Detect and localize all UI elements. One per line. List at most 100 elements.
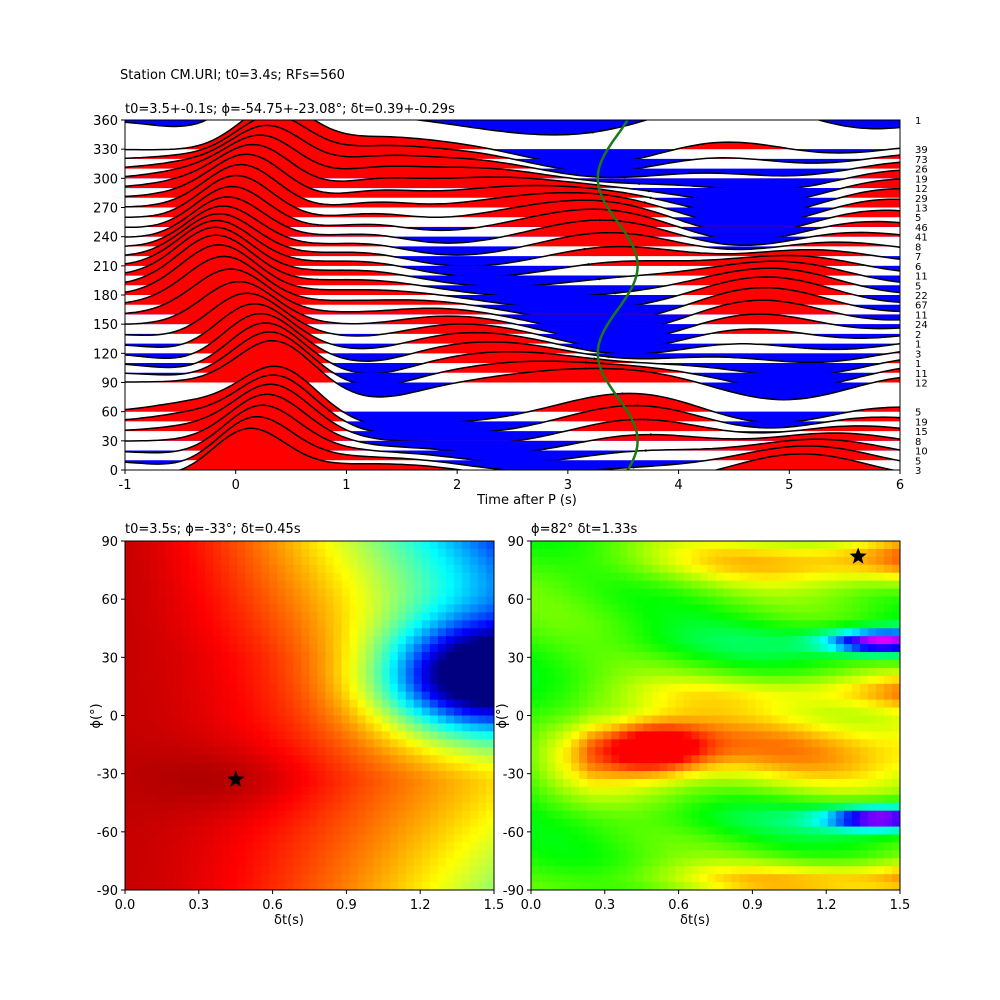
grid-left-cell bbox=[349, 636, 359, 645]
grid-left-cell bbox=[253, 691, 262, 701]
grid-left-cell bbox=[301, 858, 311, 867]
grid-left-cell bbox=[429, 556, 439, 566]
grid-left-cell bbox=[165, 612, 174, 621]
grid-right-cell bbox=[611, 691, 620, 701]
grid-left-cell bbox=[485, 763, 494, 772]
grid-left-cell bbox=[357, 588, 367, 598]
grid-left-ytick-label: 0 bbox=[110, 710, 118, 725]
grid-left-cell bbox=[173, 794, 182, 804]
grid-right-cell bbox=[667, 715, 676, 725]
grid-left-cell bbox=[197, 810, 206, 820]
grid-right-cell bbox=[531, 858, 540, 867]
grid-right-cell bbox=[707, 763, 717, 772]
grid-left-cell bbox=[205, 715, 214, 725]
grid-left-cell bbox=[421, 786, 431, 796]
grid-right-cell bbox=[835, 628, 845, 637]
grid-left-cell bbox=[477, 802, 487, 812]
grid-right-cell bbox=[731, 778, 741, 788]
grid-left-cell bbox=[149, 818, 158, 828]
grid-left-cell bbox=[341, 675, 351, 685]
grid-left-cell bbox=[285, 778, 295, 788]
grid-left-cell bbox=[213, 699, 222, 709]
grid-right-cell bbox=[763, 541, 773, 550]
grid-left-cell bbox=[357, 874, 367, 883]
grid-right-cell bbox=[771, 604, 781, 613]
grid-right-cell bbox=[755, 731, 765, 740]
grid-left-cell bbox=[485, 874, 494, 883]
grid-right-cell bbox=[531, 652, 540, 661]
grid-right-cell bbox=[779, 842, 789, 851]
grid-right-cell bbox=[803, 874, 813, 883]
grid-right-cell bbox=[739, 834, 749, 844]
grid-left-cell bbox=[141, 731, 150, 740]
grid-right-cell bbox=[579, 810, 588, 820]
grid-left-cell bbox=[405, 572, 415, 582]
grid-right-cell bbox=[547, 858, 556, 867]
grid-left-ytick-label: -60 bbox=[97, 826, 118, 841]
grid-left-cell bbox=[189, 834, 198, 844]
grid-right-cell bbox=[779, 604, 789, 613]
rf-trace-baz-310 bbox=[125, 124, 900, 179]
grid-right-cell bbox=[859, 834, 869, 844]
grid-left-cell bbox=[453, 810, 463, 820]
grid-left-cell bbox=[197, 548, 206, 558]
grid-right-cell bbox=[691, 715, 701, 725]
rf-count-label: 12 bbox=[915, 379, 928, 390]
grid-left-cell bbox=[485, 580, 494, 590]
grid-left-cell bbox=[245, 612, 254, 621]
grid-left-cell bbox=[133, 667, 142, 677]
grid-right-cell bbox=[699, 691, 709, 701]
grid-right-cell bbox=[843, 771, 853, 780]
grid-right-cell bbox=[731, 850, 741, 859]
grid-right-cell bbox=[747, 747, 757, 756]
grid-left-cell bbox=[301, 628, 311, 637]
grid-left-cell bbox=[197, 683, 206, 693]
grid-right-cell bbox=[715, 683, 725, 693]
grid-left-cell bbox=[341, 842, 351, 851]
grid-right-cell bbox=[659, 707, 668, 717]
grid-left-cell bbox=[381, 739, 391, 748]
grid-left-cell bbox=[325, 548, 335, 558]
grid-left-cell bbox=[253, 818, 262, 828]
rf-ytick-label: 270 bbox=[93, 202, 118, 217]
grid-right-cell bbox=[843, 644, 853, 653]
grid-right-cell bbox=[843, 636, 853, 645]
grid-left-cell bbox=[381, 747, 391, 756]
grid-left-cell bbox=[269, 778, 279, 788]
rf-trace-negative-fill bbox=[125, 120, 900, 135]
grid-right-cell bbox=[859, 588, 869, 598]
grid-right-cell bbox=[747, 612, 757, 621]
grid-right-cell bbox=[851, 858, 861, 867]
grid-left-cell bbox=[277, 802, 287, 812]
grid-right-cell bbox=[723, 826, 733, 836]
grid-left-cell bbox=[125, 541, 134, 550]
grid-left-cell bbox=[373, 866, 383, 875]
grid-left-cell bbox=[181, 802, 190, 812]
grid-right-cell bbox=[771, 755, 781, 764]
grid-right-cell bbox=[771, 739, 781, 748]
grid-right-cell bbox=[755, 739, 765, 748]
grid-left-cell bbox=[389, 818, 399, 828]
grid-left-cell bbox=[333, 850, 343, 859]
grid-left-cell bbox=[485, 786, 494, 796]
grid-right-cell bbox=[667, 699, 676, 709]
grid-left-cell bbox=[229, 818, 238, 828]
grid-right-cell bbox=[707, 786, 717, 796]
grid-right-cell bbox=[771, 810, 781, 820]
grid-left-cell bbox=[413, 771, 423, 780]
grid-right-cell bbox=[859, 858, 869, 867]
grid-left-cell bbox=[365, 826, 375, 836]
grid-left-cell bbox=[381, 818, 391, 828]
grid-left-cell bbox=[141, 818, 150, 828]
grid-left-cell bbox=[141, 667, 150, 677]
grid-right-cell bbox=[883, 739, 893, 748]
grid-left-cell bbox=[373, 652, 383, 661]
grid-left-cell bbox=[373, 818, 383, 828]
grid-right-cell bbox=[739, 858, 749, 867]
grid-left-cell bbox=[277, 882, 287, 890]
grid-right-cell bbox=[795, 683, 805, 693]
grid-left-cell bbox=[157, 763, 166, 772]
grid-right-cell bbox=[627, 572, 636, 582]
grid-right-cell bbox=[875, 667, 885, 677]
grid-right-cell bbox=[795, 596, 805, 606]
